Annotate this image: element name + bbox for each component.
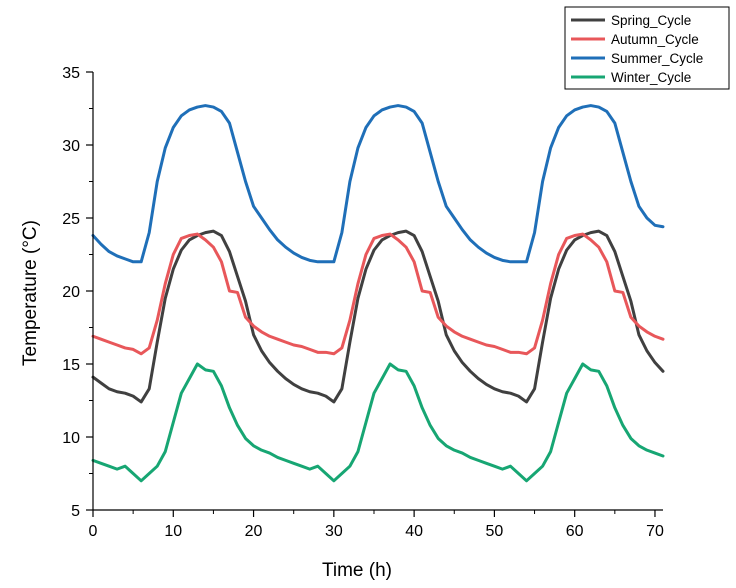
series-layer: [91, 104, 665, 483]
legend-label: Winter_Cycle: [611, 70, 691, 85]
x-tick-label: 50: [486, 523, 504, 540]
series-line-1: [91, 229, 665, 404]
x-tick-label: 10: [164, 523, 182, 540]
x-tick-label: 0: [89, 523, 98, 540]
series-line-3: [91, 104, 665, 264]
legend-label: Summer_Cycle: [611, 51, 703, 66]
x-tick-label: 70: [646, 523, 664, 540]
y-tick-label: 35: [62, 65, 80, 82]
legend: Spring_Cycle Autumn_Cycle Summer_Cycle Wint…: [564, 6, 730, 90]
x-tick-label: 30: [325, 523, 343, 540]
series-line-4: [91, 362, 665, 483]
series-line-2: [91, 232, 665, 356]
x-tick-label: 20: [245, 523, 263, 540]
legend-label: Autumn_Cycle: [611, 32, 699, 47]
legend-label: Spring_Cycle: [611, 13, 691, 28]
y-tick-label: 15: [62, 357, 80, 374]
y-tick-label: 25: [62, 211, 80, 228]
axes: 0 10 20 30 40 50 60 70 5 10 15 20 25 30 35: [62, 65, 664, 540]
y-tick-label: 5: [71, 503, 80, 520]
x-tick-label: 40: [405, 523, 423, 540]
x-tick-label: 60: [566, 523, 584, 540]
y-tick-label: 10: [62, 430, 80, 447]
y-axis-title: Temperature (°C): [20, 220, 41, 366]
x-axis-title: Time (h): [322, 560, 392, 581]
y-tick-label: 20: [62, 284, 80, 301]
y-tick-label: 30: [62, 138, 80, 155]
